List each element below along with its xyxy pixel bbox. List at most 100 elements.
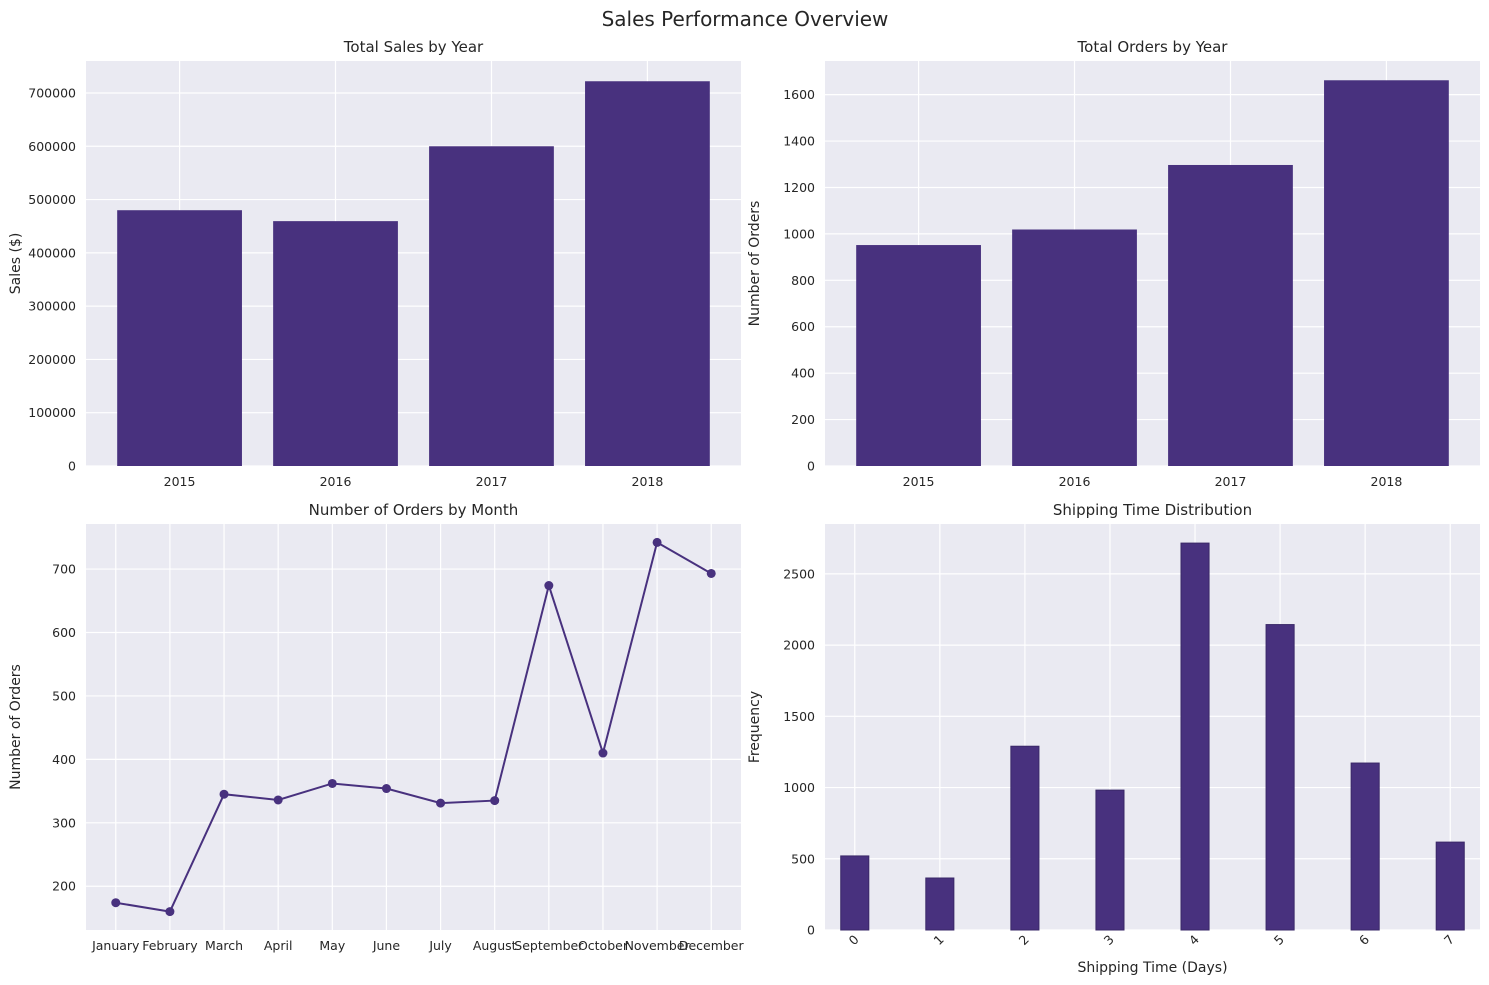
orders-by-month-chart: Number of Orders by Month Number of Orde… [8, 501, 744, 953]
y-tick-label: 500 [791, 851, 815, 866]
y-tick-label: 500 [52, 688, 76, 703]
x-tick-label: 5 [1271, 932, 1287, 948]
bar [1095, 789, 1125, 931]
y-tick-label: 400 [791, 366, 815, 381]
x-tick-label: August [473, 938, 517, 953]
data-point [544, 581, 554, 591]
data-point [219, 789, 229, 799]
y-tick-label: 600 [52, 625, 76, 640]
data-point [327, 778, 337, 788]
bar [1180, 542, 1210, 931]
y-axis-label: Sales ($) [8, 233, 24, 295]
orders-by-year-chart: Total Orders by Year Number of Orders 0 2… [747, 38, 1480, 489]
bar [1435, 841, 1465, 931]
x-tick-label: 7 [1441, 932, 1457, 948]
x-tick-label: 2 [1016, 932, 1032, 948]
plot-area [825, 524, 1480, 930]
bar [429, 146, 554, 466]
data-point [273, 795, 283, 805]
x-tick-label: 0 [845, 932, 861, 948]
x-tick-label: February [142, 938, 198, 953]
x-tick-label: 1 [931, 932, 947, 948]
figure-title: Sales Performance Overview [602, 7, 889, 31]
x-tick-label: 4 [1186, 932, 1202, 948]
sales-by-year-chart: Total Sales by Year Sales ($) 0 100000 200… [8, 38, 741, 489]
bar [1350, 762, 1380, 931]
data-point [436, 798, 446, 808]
plot-area [86, 524, 741, 930]
y-tick-label: 2000 [783, 638, 815, 653]
bar [840, 855, 870, 931]
x-tick-label: 3 [1101, 932, 1117, 948]
bar [1324, 80, 1449, 466]
x-tick-label: 2016 [320, 474, 352, 489]
y-tick-label: 200 [52, 879, 76, 894]
data-point [111, 898, 121, 908]
y-tick-label: 0 [807, 923, 815, 938]
bar [856, 245, 981, 466]
y-axis-label: Number of Orders [8, 664, 24, 790]
y-tick-label: 200000 [28, 352, 76, 367]
x-tick-label: 2015 [903, 474, 935, 489]
y-axis-label: Number of Orders [747, 201, 763, 327]
data-point [598, 748, 608, 758]
bar [1168, 164, 1293, 466]
chart-title: Shipping Time Distribution [1053, 501, 1252, 519]
x-tick-label: 2016 [1059, 474, 1091, 489]
x-tick-label: April [264, 938, 293, 953]
y-tick-label: 2500 [783, 566, 815, 581]
y-tick-label: 1400 [783, 134, 815, 149]
x-tick-label: June [372, 938, 401, 953]
chart-title: Total Sales by Year [343, 38, 484, 56]
x-tick-label: December [679, 938, 745, 953]
bar [585, 81, 710, 466]
x-tick-label: May [319, 938, 345, 953]
y-tick-label: 700000 [28, 85, 76, 100]
x-axis-label: Shipping Time (Days) [1077, 960, 1227, 976]
x-tick-label: March [205, 938, 243, 953]
bar [1010, 745, 1040, 931]
y-tick-label: 1200 [783, 180, 815, 195]
bar [117, 210, 242, 466]
shipping-time-chart: Shipping Time Distribution Frequency Shi… [747, 501, 1480, 976]
data-point [165, 907, 175, 917]
data-point [706, 568, 716, 578]
y-tick-label: 300000 [28, 299, 76, 314]
y-axis-label: Frequency [747, 691, 763, 763]
y-tick-label: 0 [68, 459, 76, 474]
y-tick-label: 500000 [28, 192, 76, 207]
y-tick-label: 200 [791, 412, 815, 427]
data-point [490, 796, 500, 806]
x-tick-label: 2017 [476, 474, 508, 489]
x-tick-label: 2018 [1371, 474, 1403, 489]
x-tick-label: September [514, 938, 584, 953]
y-tick-label: 700 [52, 562, 76, 577]
y-tick-label: 0 [807, 459, 815, 474]
bar [925, 877, 955, 931]
y-tick-label: 100000 [28, 405, 76, 420]
y-tick-label: 1600 [783, 87, 815, 102]
y-tick-label: 400000 [28, 245, 76, 260]
bar [1012, 229, 1137, 466]
y-tick-label: 400 [52, 752, 76, 767]
data-point [652, 537, 662, 547]
y-tick-label: 800 [791, 273, 815, 288]
x-tick-label: 2017 [1215, 474, 1247, 489]
x-tick-label: 6 [1356, 932, 1372, 948]
x-tick-label: January [91, 938, 140, 953]
data-point [381, 784, 391, 794]
bar [1265, 624, 1295, 931]
x-tick-label: July [428, 938, 452, 953]
x-tick-label: November [625, 938, 691, 953]
y-tick-label: 300 [52, 815, 76, 830]
y-tick-label: 1000 [783, 226, 815, 241]
y-tick-label: 1000 [783, 780, 815, 795]
y-tick-label: 600 [791, 319, 815, 334]
y-tick-label: 600000 [28, 139, 76, 154]
chart-title: Total Orders by Year [1077, 38, 1229, 56]
x-tick-label: 2015 [164, 474, 196, 489]
series-line [115, 540, 712, 913]
chart-title: Number of Orders by Month [309, 501, 519, 519]
bar [273, 221, 398, 466]
